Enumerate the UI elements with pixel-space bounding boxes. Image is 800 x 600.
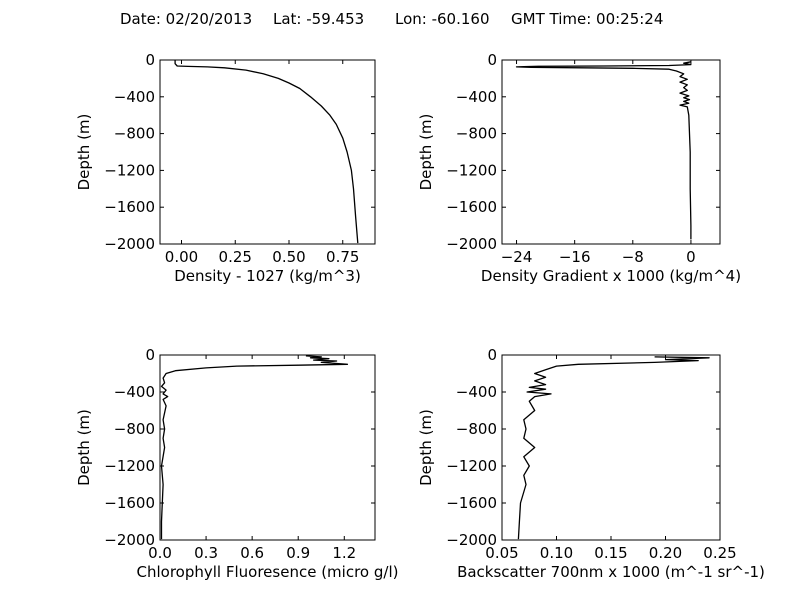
panel-4-series-line <box>517 356 710 540</box>
panel-3-ytick-label: −800 <box>114 420 155 438</box>
panel-1-xtick-label: 0.50 <box>272 248 305 266</box>
panel-3-ytick-label: −1600 <box>104 494 155 512</box>
panel-2-xtick-label: 0 <box>686 248 696 266</box>
panel-3-xtick-label: 0.0 <box>148 544 172 562</box>
panel-1-ytick-label: 0 <box>145 51 155 69</box>
panel-3-ylabel: Depth (m) <box>75 409 93 486</box>
panel-1-ytick-label: −400 <box>114 88 155 106</box>
panel-4-xtick-label: 0.10 <box>540 544 573 562</box>
panel-2-ytick-label: −1200 <box>446 161 497 179</box>
panel-1-ytick-label: −2000 <box>104 235 155 253</box>
panel-3-ytick-label: −1200 <box>104 457 155 475</box>
panel-3-frame <box>159 354 376 541</box>
header-lat: Lat: -59.453 <box>273 10 364 28</box>
panel-1-ylabel: Depth (m) <box>75 114 93 191</box>
panel-1-ytick-label: −1200 <box>104 161 155 179</box>
panel-4-ytick-label: −400 <box>456 383 497 401</box>
panel-3-xtick-label: 0.6 <box>240 544 264 562</box>
panel-1-ytick-label: −800 <box>114 125 155 143</box>
header-gmt-time: GMT Time: 00:25:24 <box>511 10 663 28</box>
header-date: Date: 02/20/2013 <box>120 10 252 28</box>
panel-4-ytick-label: −2000 <box>446 531 497 549</box>
panel-2: −24 −16 −8 00−400−800−1200−1600−2000Density… <box>417 51 741 285</box>
panel-3-xtick-label: 0.9 <box>286 544 310 562</box>
panel-4-xtick-label: 0.15 <box>594 544 627 562</box>
panel-2-xtick-label: −8 <box>622 248 644 266</box>
panel-2-frame <box>501 59 721 245</box>
panel-4-xtick-label: 0.25 <box>703 544 736 562</box>
panel-2-ytick-label: −400 <box>456 88 497 106</box>
panel-1-frame <box>159 59 376 245</box>
panel-4-xtick-label: 0.20 <box>649 544 682 562</box>
panel-1-xtick-label: 0.00 <box>165 248 198 266</box>
panel-4: 0.05 0.10 0.15 0.20 0.25 0 −400 −800 −1200 −1600 −… <box>417 346 765 581</box>
panel-2-xlabel: Density Gradient x 1000 (kg/m^4) <box>481 267 741 285</box>
panel-3-ytick-label: 0 <box>145 346 155 364</box>
panel-3: 0.0 0.3 0.6 0.9 1.2 0 −400 −800 −1200 −1600 −2000 C… <box>75 346 398 581</box>
panel-1-ytick-label: −1600 <box>104 198 155 216</box>
panel-2-ylabel: Depth (m) <box>417 114 435 191</box>
panel-4-ytick-label: −800 <box>456 420 497 438</box>
panel-2-ytick-label: 0 <box>487 51 497 69</box>
panel-2-ytick-label: −1600 <box>446 198 497 216</box>
panel-2-ytick-label: −2000 <box>446 235 497 253</box>
panel-4-ytick-label: −1200 <box>446 457 497 475</box>
panel-3-xtick-label: 1.2 <box>332 544 356 562</box>
panel-2-xtick-label: −16 <box>559 248 591 266</box>
panel-1-xlabel: Density - 1027 (kg/m^3) <box>174 267 361 285</box>
panel-4-ytick-label: −1600 <box>446 494 497 512</box>
panel-4-ylabel: Depth (m) <box>417 409 435 486</box>
header-lon: Lon: -60.160 <box>395 10 490 28</box>
panel-2-series-line <box>515 61 692 240</box>
panel-4-xlabel: Backscatter 700nm x 1000 (m^-1 sr^-1) <box>457 563 765 581</box>
panel-2-xtick-label: −24 <box>501 248 533 266</box>
panel-4-ytick-label: 0 <box>487 346 497 364</box>
panel-1-xtick-label: 0.25 <box>219 248 252 266</box>
panel-3-series-line <box>160 355 349 540</box>
panel-1-series-line <box>174 60 359 244</box>
panel-3-ytick-label: −400 <box>114 383 155 401</box>
panel-3-xlabel: Chlorophyll Fluoresence (micro g/l) <box>137 563 399 581</box>
panel-1-xtick-label: 0.75 <box>326 248 359 266</box>
panel-1: 0.00 0.25 0.50 0.75 0 −400 −800 −1200 −1600 −2000… <box>75 51 376 285</box>
panel-3-ytick-label: −2000 <box>104 531 155 549</box>
panel-2-ytick-label: −800 <box>456 125 497 143</box>
panel-4-xtick-label: 0.05 <box>485 544 518 562</box>
panel-3-xtick-label: 0.3 <box>194 544 218 562</box>
panels: 0.00 0.25 0.50 0.750−400−800−1200−1600−2000… <box>75 51 765 581</box>
